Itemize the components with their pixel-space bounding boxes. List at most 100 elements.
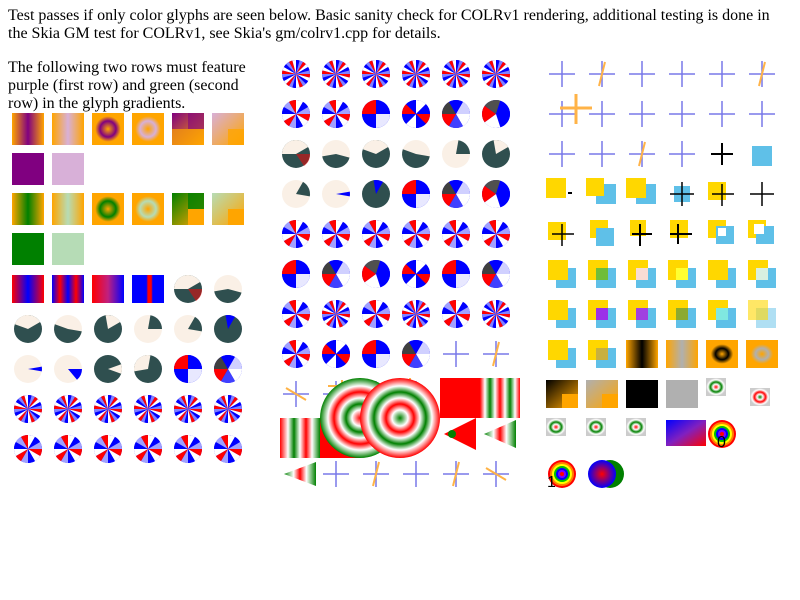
glyph-graphic <box>708 220 734 244</box>
colr-glyph-sq-sky <box>746 138 778 170</box>
colr-glyph-lin-black-orange <box>626 338 658 370</box>
glyph-graphic <box>322 140 350 168</box>
colr-glyph-pie-slate-b <box>360 138 392 170</box>
colr-glyph-sq-gold-cross <box>706 178 738 210</box>
colr-glyph-tiny-rings <box>706 378 738 410</box>
glyph-graphic <box>588 460 624 488</box>
colr-glyph-sq-sky-cross2 <box>746 178 778 210</box>
colr-glyph-rad-gray-orange <box>746 338 778 370</box>
colr-glyph-comp-pink <box>626 258 658 290</box>
colr-glyph-solid-lightgreen <box>52 233 84 265</box>
colr-glyph-burst <box>212 393 244 425</box>
glyph-graphic <box>132 193 164 225</box>
colr-glyph-cross <box>546 138 578 170</box>
colr-glyph-burst <box>12 393 44 425</box>
colr-glyph-solid-gray <box>666 378 698 410</box>
glyph-graphic <box>480 378 520 418</box>
glyph-graphic <box>482 139 510 168</box>
glyph-graphic <box>629 61 655 87</box>
glyph-graphic <box>174 395 202 423</box>
glyph-graphic <box>52 113 84 145</box>
colr-glyph-cross <box>666 58 698 90</box>
colr-glyph-burst <box>320 298 352 330</box>
colr-glyph-pie-linen-f <box>52 353 84 385</box>
glyph-graphic <box>748 260 776 288</box>
glyph-graphic <box>440 378 480 418</box>
glyph-graphic <box>94 395 122 423</box>
colr-glyph-lin-purple-h <box>12 113 44 145</box>
glyph-graphic <box>630 220 652 246</box>
colr-glyph-cone-g <box>480 418 516 450</box>
colr-glyph-sweep-green <box>172 193 204 225</box>
colr-glyph-cross <box>626 98 658 130</box>
glyph-graphic <box>669 61 695 87</box>
colr-glyph-pie-slate-f <box>132 353 164 385</box>
glyph-graphic <box>402 260 430 288</box>
glyph-graphic <box>549 61 575 87</box>
glyph-graphic <box>282 260 310 288</box>
glyph-graphic <box>14 395 42 423</box>
glyph-graphic <box>588 300 616 328</box>
glyph-graphic <box>362 100 390 128</box>
colr-glyph-pie-slate-a <box>172 273 204 305</box>
colr-glyph-pie-linen-d <box>280 178 312 210</box>
glyph-graphic <box>282 300 310 328</box>
glyph-graphic <box>483 341 509 367</box>
glyph-graphic <box>322 180 351 208</box>
colr-glyph-sweep-bw3 <box>480 98 512 130</box>
glyph-graphic <box>668 300 696 328</box>
glyph-graphic <box>670 220 692 244</box>
colr-glyph-burst <box>132 393 164 425</box>
glyph-graphic <box>14 314 42 343</box>
glyph-graphic <box>750 388 770 406</box>
glyph-graphic <box>12 193 44 225</box>
glyph-graphic <box>708 260 736 288</box>
colr-glyph-burst <box>52 393 84 425</box>
colr-glyph-cross-o2 <box>480 458 512 490</box>
colr-glyph-rad-purple-soft <box>132 113 164 145</box>
colr-glyph-cross-o <box>440 458 472 490</box>
glyph-graphic <box>546 418 566 436</box>
glyph-graphic <box>402 100 430 128</box>
glyph-graphic <box>626 178 656 204</box>
colr-glyph-comp-olive2 <box>586 338 618 370</box>
glyph-graphic <box>94 435 122 463</box>
glyph-graphic <box>362 340 390 368</box>
colr-glyph-pie-slate-a <box>280 138 312 170</box>
glyph-graphic <box>174 435 202 463</box>
glyph-graphic <box>626 418 646 436</box>
glyph-graphic <box>214 314 242 343</box>
glyph-graphic <box>402 220 430 248</box>
colr-glyph-cross <box>706 58 738 90</box>
colr-glyph-tiny-rings <box>626 418 658 450</box>
glyph-number-zero: 0 <box>717 434 726 451</box>
colr-glyph-pie-linen-a <box>212 273 244 305</box>
colr-glyph-burst2 <box>280 298 312 330</box>
colr-glyph-solid-black <box>626 378 658 410</box>
colr-glyph-lin-gray <box>666 338 698 370</box>
colr-glyph-lin-green-h <box>12 193 44 225</box>
colr-glyph-rad-green-soft <box>132 193 164 225</box>
colr-glyph-pie-linen-b <box>400 138 432 170</box>
colr-glyph-sq-gold-sky <box>586 178 618 210</box>
colr-glyph-sq-outline-gold2 <box>746 218 778 250</box>
colr-glyph-comp-purple2 <box>626 298 658 330</box>
colr-glyph-lin-blue-red-stripe <box>52 273 84 305</box>
glyph-graphic <box>134 315 162 343</box>
colr-glyph-burst2 <box>132 433 164 465</box>
colr-glyph-cross <box>546 58 578 90</box>
glyph-graphic <box>709 101 735 127</box>
colr-glyph-comp-gold-sky <box>546 258 578 290</box>
glyph-graphic <box>212 193 244 225</box>
glyph-graphic <box>362 220 390 248</box>
glyph-number-one: 1 <box>547 474 556 491</box>
colr-glyph-burst <box>320 58 352 90</box>
glyph-graphic <box>442 300 470 328</box>
colr-glyph-burst2 <box>440 298 472 330</box>
glyph-graphic <box>752 146 772 166</box>
glyph-graphic <box>586 380 618 408</box>
colr-glyph-burst2 <box>52 433 84 465</box>
colr-glyph-sweep-red <box>400 98 432 130</box>
left-panel-note: The following two rows must feature purp… <box>8 59 246 112</box>
glyph-graphic <box>443 341 469 367</box>
